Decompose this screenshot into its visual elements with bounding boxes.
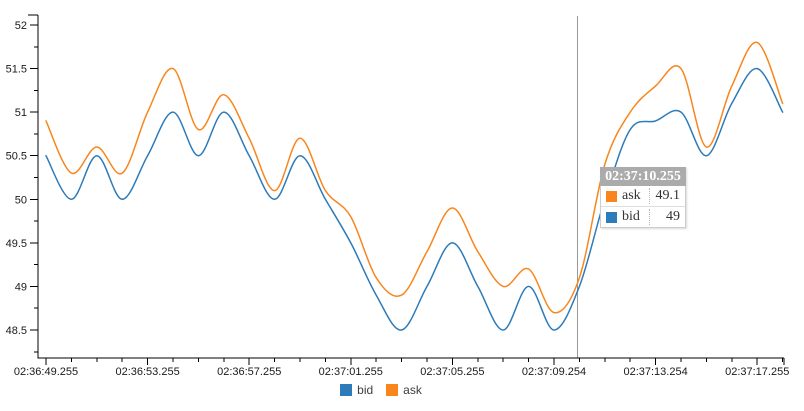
legend: bid ask (0, 383, 762, 397)
x-tick-label: 02:37:01.255 (319, 366, 383, 378)
y-tick-label: 48.5 (6, 325, 27, 337)
legend-item-ask[interactable]: ask (386, 383, 422, 397)
tooltip-ask-value: 49.1 (655, 188, 681, 203)
tooltip: 02:37:10.255 ask 49.1 bid 49 (600, 167, 686, 228)
y-tick-label: 52 (15, 20, 27, 32)
y-tick-label: 49.5 (6, 238, 27, 250)
tooltip-column-divider (649, 209, 650, 225)
legend-item-bid[interactable]: bid (340, 383, 373, 397)
axes-and-ticks (28, 14, 785, 365)
tooltip-ask-label: ask (622, 188, 641, 203)
tooltip-bid-value: 49 (666, 209, 680, 224)
bid-line (45, 67, 784, 331)
y-tick-label: 51.5 (6, 64, 27, 76)
bid-legend-label: bid (357, 383, 374, 397)
bid-legend-swatch (340, 384, 353, 396)
x-tick-label: 02:37:13.254 (623, 366, 687, 378)
bid-color-swatch (606, 211, 617, 223)
y-tick-label: 51 (15, 107, 27, 119)
tooltip-row-bid: bid 49 (601, 206, 685, 227)
y-tick-label: 50 (15, 194, 27, 206)
x-tick-label: 02:37:17.255 (725, 366, 789, 378)
ask-legend-swatch (386, 384, 399, 396)
tooltip-timestamp: 02:37:10.255 (600, 167, 686, 186)
tooltip-bid-label: bid (622, 209, 640, 224)
ask-color-swatch (606, 190, 617, 202)
tooltip-body: ask 49.1 bid 49 (600, 186, 686, 228)
y-tick-label: 50.5 (6, 151, 27, 163)
x-tick-label: 02:36:49.255 (14, 366, 78, 378)
tooltip-column-divider (649, 188, 650, 204)
ask-legend-label: ask (403, 383, 422, 397)
x-tick-label: 02:36:57.255 (217, 366, 281, 378)
ask-line (45, 41, 784, 314)
x-tick-label: 02:37:05.255 (420, 366, 484, 378)
y-tick-label: 49 (15, 281, 27, 293)
x-tick-label: 02:37:09.254 (522, 366, 586, 378)
tooltip-row-ask: ask 49.1 (601, 186, 685, 206)
x-tick-label: 02:36:53.255 (115, 366, 179, 378)
